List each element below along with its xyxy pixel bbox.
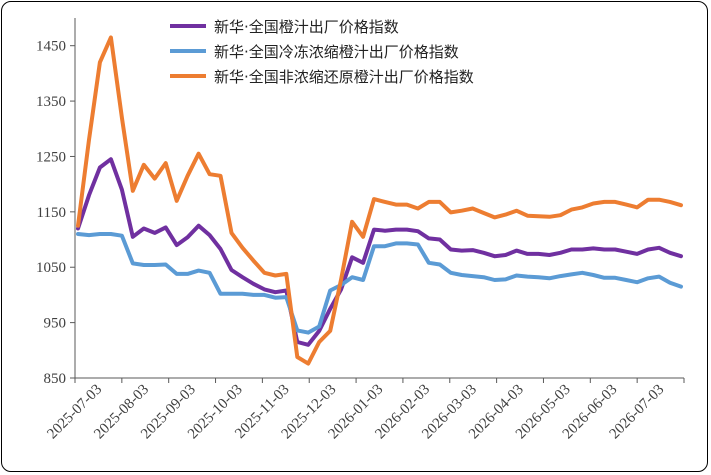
series-line-1 <box>76 157 683 347</box>
y-tick-label: 1050 <box>36 260 66 276</box>
y-tick-label: 1250 <box>36 149 66 165</box>
y-tick-label: 950 <box>44 316 67 332</box>
y-tick-label: 1450 <box>36 39 66 55</box>
series-line-2 <box>76 232 683 335</box>
y-tick-label: 1150 <box>37 205 66 221</box>
y-tick-label: 1350 <box>36 94 66 110</box>
legend-label-3: 新华·全国非浓缩还原橙汁出厂价格指数 <box>214 68 474 86</box>
legend-label-1: 新华·全国橙汁出厂价格指数 <box>214 18 399 36</box>
series-line-3 <box>76 35 683 366</box>
y-tick-label: 850 <box>44 371 67 387</box>
legend-label-2: 新华·全国冷冻浓缩橙汁出厂价格指数 <box>214 43 459 61</box>
